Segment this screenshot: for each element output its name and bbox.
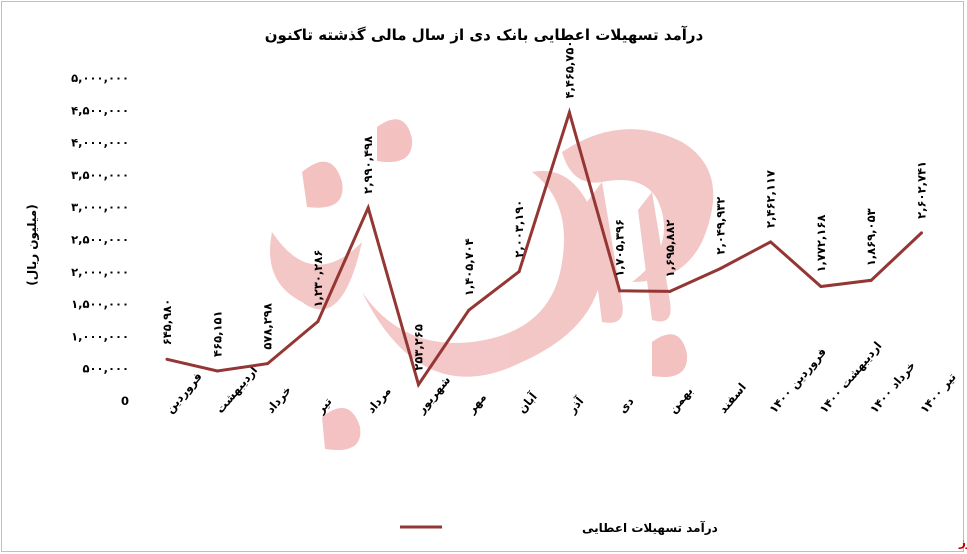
x-tick-label: مرداد bbox=[364, 384, 394, 416]
data-label: ۲,۹۹۰,۴۹۸ bbox=[361, 136, 375, 194]
x-tick-label: شهریور bbox=[413, 373, 454, 417]
watermark-dot-4 bbox=[652, 334, 688, 378]
y-tick-label: ۴,۰۰۰,۰۰۰ bbox=[71, 136, 129, 150]
watermark-dot-1 bbox=[302, 161, 343, 208]
data-point bbox=[718, 267, 722, 271]
data-label: ۲,۶۰۲,۷۴۱ bbox=[915, 161, 929, 219]
y-tick-label: ۵,۰۰۰,۰۰۰ bbox=[71, 71, 129, 85]
legend-label: درآمد تسهیلات اعطایی bbox=[582, 520, 718, 535]
series-line bbox=[166, 107, 923, 389]
watermark-stroke-3 bbox=[562, 129, 714, 282]
x-tick-label: بهمن bbox=[666, 384, 696, 416]
watermark-stroke-4 bbox=[587, 182, 623, 323]
data-label: ۱,۷۰۵,۳۹۶ bbox=[613, 219, 627, 277]
data-point bbox=[769, 240, 773, 244]
y-tick-label: ۵۰۰,۰۰۰ bbox=[83, 362, 129, 376]
data-label: ۲۵۳,۲۶۵ bbox=[412, 324, 426, 370]
watermark-dot-3 bbox=[322, 408, 361, 451]
y-tick-label: ۴,۵۰۰,۰۰۰ bbox=[71, 103, 129, 117]
data-labels: ۶۴۵,۹۸۰ ۴۶۵,۱۵۱ ۵۷۸,۲۹۸ ۱,۲۳۰,۲۸۶ ۲,۹۹۰,۴۹۸ ۲… bbox=[160, 41, 929, 371]
data-label: ۲,۰۴۹,۹۳۲ bbox=[713, 197, 727, 255]
y-tick-label: ۱,۰۰۰,۰۰۰ bbox=[71, 329, 129, 343]
data-point bbox=[417, 383, 420, 387]
data-label: ۶۴۵,۹۸۰ bbox=[160, 299, 174, 345]
y-tick-label: 0 bbox=[121, 394, 129, 408]
data-point bbox=[266, 362, 270, 366]
watermark-stroke-1 bbox=[270, 232, 362, 310]
chart-title: درآمد تسهیلات اعطایی بانک دی از سال مالی… bbox=[265, 26, 704, 44]
data-point bbox=[467, 308, 471, 312]
x-tick-label: خرداد ۱۴۰۰ bbox=[867, 358, 918, 415]
data-point bbox=[819, 285, 823, 289]
watermark-dot-2 bbox=[377, 119, 413, 163]
data-point bbox=[618, 289, 622, 293]
x-tick-label: فروردین bbox=[163, 369, 206, 416]
data-point bbox=[668, 289, 672, 293]
data-point bbox=[316, 320, 320, 324]
x-tick-label: آذر bbox=[564, 394, 587, 417]
data-label: ۱,۲۳۰,۲۸۶ bbox=[311, 250, 325, 308]
y-tick-label: ۱,۵۰۰,۰۰۰ bbox=[71, 297, 129, 311]
y-tick-label: ۳,۰۰۰,۰۰۰ bbox=[71, 200, 129, 214]
x-tick-label: تیر ۱۴۰۰ bbox=[917, 370, 959, 416]
y-axis-ticks: 0 ۵۰۰,۰۰۰ ۱,۰۰۰,۰۰۰ ۱,۵۰۰,۰۰۰ ۲,۰۰۰,۰۰۰ ۲,۵۰۰… bbox=[71, 71, 129, 408]
data-point bbox=[165, 357, 169, 361]
y-tick-label: ۳,۵۰۰,۰۰۰ bbox=[71, 168, 129, 182]
data-point bbox=[215, 369, 219, 373]
data-point bbox=[920, 231, 923, 235]
data-label: ۴,۴۶۵,۷۵۰ bbox=[562, 41, 576, 99]
x-tick-label: خرداد bbox=[263, 383, 294, 416]
x-tick-label: مهر bbox=[464, 390, 489, 417]
x-tick-label: اسفند bbox=[716, 380, 749, 416]
data-label: ۱,۶۹۵,۸۸۲ bbox=[663, 220, 677, 278]
data-label: ۱,۷۷۲,۱۶۸ bbox=[814, 215, 828, 273]
data-label: ۱,۴۰۵,۷۰۴ bbox=[462, 238, 476, 296]
watermark-stroke-5 bbox=[638, 192, 671, 322]
y-axis-label: (میلیون ریال) bbox=[25, 204, 40, 285]
watermark-logo bbox=[270, 119, 714, 451]
data-point bbox=[366, 206, 370, 210]
data-label: ۲,۴۶۲,۱۱۷ bbox=[764, 170, 778, 228]
x-tick-label: دی bbox=[615, 394, 636, 416]
source-label: بورس نیوز bbox=[958, 535, 967, 550]
watermark-stroke-2 bbox=[362, 170, 603, 377]
data-label: ۲,۰۰۳,۱۹۰ bbox=[512, 200, 526, 258]
y-tick-label: ۲,۵۰۰,۰۰۰ bbox=[71, 233, 129, 247]
data-point bbox=[517, 270, 521, 274]
legend: درآمد تسهیلات اعطایی bbox=[400, 520, 718, 535]
data-label: ۴۶۵,۱۵۱ bbox=[210, 310, 224, 356]
x-tick-label: آبان bbox=[515, 389, 541, 416]
series-group bbox=[165, 107, 923, 389]
data-label: ۱,۸۶۹,۰۵۳ bbox=[864, 208, 878, 266]
y-tick-label: ۲,۰۰۰,۰۰۰ bbox=[71, 265, 129, 279]
data-point bbox=[567, 111, 571, 115]
data-label: ۵۷۸,۲۹۸ bbox=[261, 303, 275, 349]
data-point bbox=[869, 278, 873, 282]
